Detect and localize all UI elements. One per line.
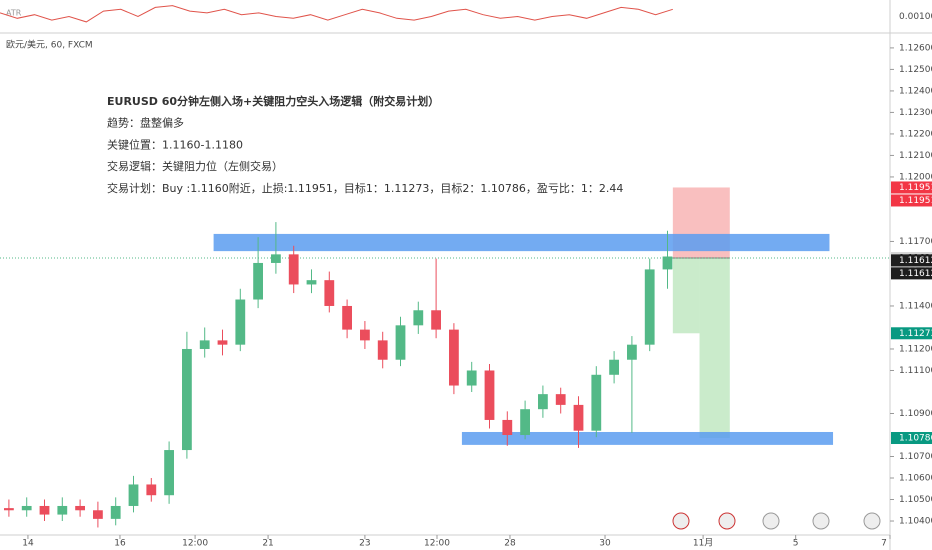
y-tick-label: 1.12200 <box>899 129 932 139</box>
plan-note: 交易计划：Buy :1.1160附近，止损:1.11951，目标1：1.1127… <box>107 181 623 195</box>
x-tick-label: 7 <box>881 539 887 549</box>
price-tag <box>891 254 932 267</box>
candle-body <box>644 269 655 345</box>
event-icon <box>672 512 690 530</box>
y-tick-label: 1.12000 <box>899 172 932 182</box>
y-tick-label: 1.12500 <box>899 65 932 75</box>
y-tick-label: 1.11700 <box>899 237 932 247</box>
candle-body <box>93 510 103 519</box>
atr-label: ATR <box>6 9 22 18</box>
candle-body <box>57 505 68 515</box>
y-tick-label: 1.12100 <box>899 151 932 161</box>
target2-zone <box>699 258 730 439</box>
candle-body <box>306 280 317 285</box>
price-tag-label: 1.11612 <box>899 269 932 279</box>
target1-zone <box>672 258 700 334</box>
y-tick-label: 1.10700 <box>899 452 932 462</box>
event-icon <box>812 512 830 530</box>
x-tick-label: 16 <box>114 539 126 549</box>
plan-note: 交易逻辑：关键阻力位（左侧交易） <box>107 159 283 173</box>
candle-body <box>449 329 459 386</box>
y-tick-label: 1.12600 <box>899 43 932 53</box>
candle-body <box>413 310 424 326</box>
candle-body <box>75 505 85 511</box>
candle-body <box>555 394 566 405</box>
y-tick-label: 1.11200 <box>899 344 932 354</box>
price-tag-label: 1.11273 <box>899 329 932 339</box>
candle-body <box>431 310 441 330</box>
plan-note: 趋势：盘整偏多 <box>107 116 184 130</box>
candle-body <box>466 370 477 386</box>
y-tick-label: 1.10600 <box>899 474 932 484</box>
candle-body <box>182 348 192 451</box>
candle-body <box>164 450 174 496</box>
plan-note: 关键位置：1.1160-1.1180 <box>107 137 243 151</box>
x-tick-label: 21 <box>262 539 273 549</box>
x-tick-label: 12:00 <box>424 539 450 549</box>
y-tick-label: 1.11100 <box>899 366 932 376</box>
key-zone <box>213 233 830 252</box>
event-icon <box>718 512 736 530</box>
candle-body <box>609 359 619 375</box>
events <box>672 512 881 530</box>
candle-body <box>377 340 388 360</box>
price-tag <box>891 194 932 207</box>
plan-note: EURUSD 60分钟左侧入场+关键阻力空头入场逻辑（附交易计划） <box>107 94 439 108</box>
y-tick-label: 1.12400 <box>899 86 932 96</box>
candle-body <box>128 484 139 506</box>
candle-body <box>4 508 14 511</box>
y-tick-label: 1.11400 <box>899 301 932 311</box>
candle-body <box>146 484 157 496</box>
y-tick-label: 1.12300 <box>899 108 932 118</box>
y-tick-label: 1.10900 <box>899 409 932 419</box>
candle-body <box>324 280 335 306</box>
candle-body <box>538 394 548 410</box>
candle-body <box>235 299 246 345</box>
x-tick-label: 11月 <box>693 538 713 549</box>
candle-body <box>395 325 406 360</box>
x-tick-label: 23 <box>359 539 370 549</box>
event-icon <box>863 512 881 530</box>
x-tick-label: 12:00 <box>182 539 208 549</box>
price-tag <box>891 267 932 280</box>
price-tag-label: 1.10786 <box>899 434 932 444</box>
candle-body <box>342 305 352 330</box>
x-tick-label: 14 <box>22 539 34 549</box>
y-tick-label: 1.10400 <box>899 517 932 527</box>
price-tag <box>891 327 932 340</box>
event-icon <box>762 512 780 530</box>
candle-body <box>288 254 299 285</box>
candle-body <box>253 262 263 300</box>
candle-body <box>520 409 530 435</box>
candle-body <box>217 340 228 345</box>
x-tick-label: 5 <box>793 539 799 549</box>
atr-line <box>0 5 673 23</box>
candle-body <box>484 370 495 420</box>
price-tag-label: 1.11612 <box>899 256 932 266</box>
candle-body <box>502 419 513 435</box>
candle-body <box>360 329 370 341</box>
candle-body <box>21 505 32 511</box>
x-tick-label: 28 <box>504 539 516 549</box>
candle-body <box>110 505 121 519</box>
symbol-title: 欧元/美元, 60, FXCM <box>6 39 93 51</box>
price-tag-label: 1.11951 <box>899 196 932 206</box>
x-tick-label: 30 <box>599 539 611 549</box>
price-tag <box>891 432 932 445</box>
candle-body <box>271 254 281 263</box>
atr-tick-label: 0.00100 <box>899 12 932 22</box>
y-tick-label: 1.10500 <box>899 495 932 505</box>
price-tag-label: 1.11951 <box>899 183 932 193</box>
candle-body <box>591 374 602 431</box>
candle-body <box>39 505 50 515</box>
candle-body <box>573 404 584 431</box>
key-zone <box>461 431 834 445</box>
candle-body <box>662 256 673 270</box>
candle-body <box>199 340 210 349</box>
price-tag <box>891 181 932 194</box>
candle-body <box>627 344 637 360</box>
